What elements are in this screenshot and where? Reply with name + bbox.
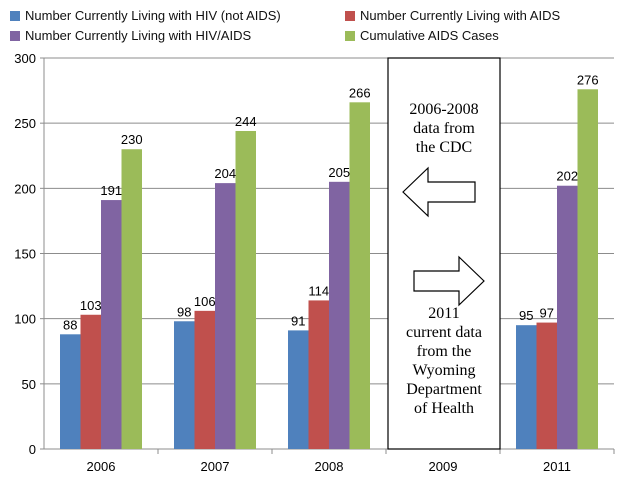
y-tick-label: 200 xyxy=(14,181,36,196)
legend-swatch xyxy=(10,30,20,41)
bar xyxy=(516,325,537,449)
data-label: 95 xyxy=(519,308,533,323)
data-label: 244 xyxy=(235,114,257,129)
x-axis: 2006 2007 2008 2009 2011 xyxy=(44,448,615,474)
x-tick-label: 2007 xyxy=(201,459,230,474)
data-label: 106 xyxy=(194,294,216,309)
data-label: 266 xyxy=(349,85,371,100)
data-label: 88 xyxy=(63,317,77,332)
legend-item-hiv-aids: Number Currently Living with HIV/AIDS xyxy=(10,28,251,43)
y-tick-label: 250 xyxy=(14,116,36,131)
data-label: 230 xyxy=(121,132,143,147)
bar xyxy=(577,89,598,449)
annotation-line: the CDC xyxy=(415,139,473,156)
bar xyxy=(174,321,195,449)
legend-swatch xyxy=(345,30,355,41)
annotation-line: Wyoming xyxy=(412,362,476,379)
bar xyxy=(60,334,81,449)
bar xyxy=(215,183,236,449)
x-tick-label: 2009 xyxy=(429,459,458,474)
annotation-line: of Health xyxy=(414,400,474,417)
bar xyxy=(101,200,122,449)
bar xyxy=(308,300,329,449)
bar xyxy=(536,322,557,449)
y-tick-label: 300 xyxy=(14,51,36,66)
arrow-right-icon xyxy=(413,255,485,307)
data-label: 103 xyxy=(80,298,102,313)
annotation-line: current data xyxy=(406,324,482,341)
data-label: 97 xyxy=(540,306,554,321)
bar xyxy=(121,149,142,449)
arrow-left-icon xyxy=(402,166,476,218)
bar xyxy=(329,181,350,450)
x-tick-label: 2008 xyxy=(315,459,344,474)
annotation-cdc: 2006-2008 data from the CDC xyxy=(388,100,500,157)
bars xyxy=(60,89,598,450)
data-label: 205 xyxy=(328,165,350,180)
bar xyxy=(557,185,578,449)
data-label: 91 xyxy=(291,313,305,328)
legend-label: Number Currently Living with HIV (not AI… xyxy=(25,8,281,23)
bar xyxy=(288,330,309,449)
bar xyxy=(80,314,101,449)
y-tick-label: 50 xyxy=(22,377,36,392)
data-label: 204 xyxy=(214,166,236,181)
x-tick-label: 2006 xyxy=(87,459,116,474)
annotation-line: 2011 xyxy=(428,305,460,322)
data-label: 276 xyxy=(577,72,599,87)
annotation-box xyxy=(387,57,501,450)
bar xyxy=(194,310,215,449)
data-label: 202 xyxy=(556,169,578,184)
annotation-line: 2006-2008 xyxy=(409,101,479,118)
legend-item-aids: Number Currently Living with AIDS xyxy=(345,8,560,23)
annotation-line: Department xyxy=(406,381,482,398)
y-axis: 0 50 100 150 200 250 300 xyxy=(14,51,45,457)
x-tick-label: 2011 xyxy=(543,459,571,474)
legend-item-hiv-not-aids: Number Currently Living with HIV (not AI… xyxy=(10,8,281,23)
legend-label: Number Currently Living with AIDS xyxy=(360,8,561,23)
legend-label: Cumulative AIDS Cases xyxy=(360,28,499,43)
legend: Number Currently Living with HIV (not AI… xyxy=(10,8,620,50)
legend-swatch xyxy=(345,10,355,21)
annotation-line: data from xyxy=(413,120,475,137)
bar xyxy=(235,130,256,449)
data-label: 98 xyxy=(177,304,191,319)
data-label: 114 xyxy=(308,283,329,298)
bar xyxy=(349,102,370,450)
legend-swatch xyxy=(10,10,20,21)
y-tick-label: 100 xyxy=(14,312,36,327)
y-tick-label: 0 xyxy=(29,442,36,457)
annotation-wyoming: 2011 current data from the Wyoming Depar… xyxy=(388,304,500,418)
data-label: 191 xyxy=(100,183,122,198)
y-tick-label: 150 xyxy=(14,247,36,262)
legend-item-cumulative: Cumulative AIDS Cases xyxy=(345,28,499,43)
legend-label: Number Currently Living with HIV/AIDS xyxy=(25,28,252,43)
annotation-line: from the xyxy=(416,343,472,360)
